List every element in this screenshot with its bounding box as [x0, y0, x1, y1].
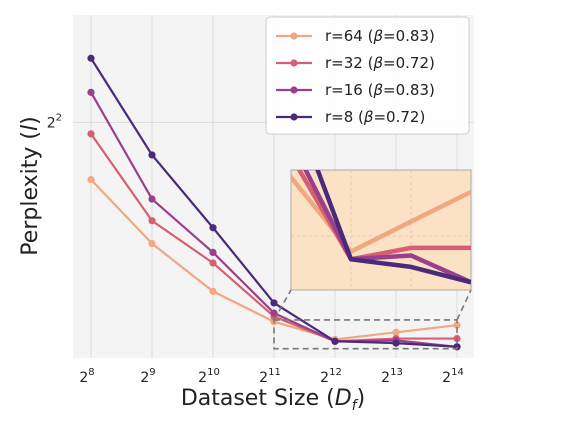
- x-tick-label: 29: [140, 367, 155, 386]
- data-point: [331, 337, 339, 345]
- legend-swatch-marker: [290, 59, 298, 67]
- legend-label: r=64 (β=0.83): [325, 27, 435, 45]
- data-point: [148, 239, 156, 248]
- x-tick-label: 213: [381, 367, 403, 386]
- legend-label: r=32 (β=0.72): [325, 54, 435, 72]
- zoom-connector-right: [456, 289, 472, 321]
- zoom-region-box: [273, 319, 458, 350]
- inset-content: [291, 170, 471, 290]
- legend-item: r=64 (β=0.83): [276, 27, 435, 45]
- data-point: [392, 339, 400, 347]
- data-point: [87, 175, 95, 184]
- inset-series-line: [303, 170, 471, 285]
- data-point: [453, 321, 461, 329]
- inset-series-line: [296, 170, 471, 262]
- data-point: [209, 259, 217, 267]
- x-axis-ticks: 28 29 210 211 212 213 214: [79, 367, 463, 386]
- data-point: [87, 88, 95, 96]
- legend-box: [265, 16, 470, 135]
- data-point: [87, 54, 95, 62]
- x-tick-label: 214: [442, 367, 464, 386]
- data-point: [209, 287, 217, 295]
- inset-plot: [290, 169, 472, 291]
- data-point: [148, 195, 156, 203]
- inset-zoom-indicator: [273, 289, 472, 350]
- y-axis-label: Perplexity (l): [18, 116, 43, 255]
- x-tick-label: 28: [79, 367, 94, 386]
- inset-series-line: [291, 172, 471, 254]
- x-tick-label: 212: [320, 367, 342, 386]
- legend-label: r=16 (β=0.83): [325, 81, 435, 99]
- data-point: [209, 224, 217, 232]
- legend-item: r=8 (β=0.72): [276, 108, 425, 126]
- data-point: [392, 328, 400, 336]
- data-point: [148, 217, 156, 225]
- legend-swatch-marker: [290, 113, 298, 121]
- y-axis-ticks: 22: [47, 113, 62, 132]
- series-group: [87, 54, 461, 351]
- data-point: [148, 151, 156, 159]
- legend-swatch-marker: [290, 32, 298, 40]
- x-axis-label: Dataset Size (Df): [181, 386, 365, 414]
- zoom-connector-left: [273, 289, 292, 321]
- legend-item: r=32 (β=0.72): [276, 54, 435, 72]
- data-point: [270, 299, 278, 307]
- y-tick-label: 22: [47, 113, 62, 132]
- inset-series-line: [315, 170, 471, 285]
- legend-item: r=16 (β=0.83): [276, 81, 435, 99]
- x-tick-label: 210: [198, 367, 220, 386]
- data-point: [270, 309, 278, 317]
- legend-label: r=8 (β=0.72): [325, 108, 425, 126]
- data-point: [87, 130, 95, 138]
- data-point: [209, 248, 217, 257]
- x-tick-label: 211: [259, 367, 281, 386]
- legend-swatch-marker: [290, 86, 298, 94]
- legend: r=64 (β=0.83) r=32 (β=0.72) r=16 (β=0.83) r…: [265, 16, 470, 135]
